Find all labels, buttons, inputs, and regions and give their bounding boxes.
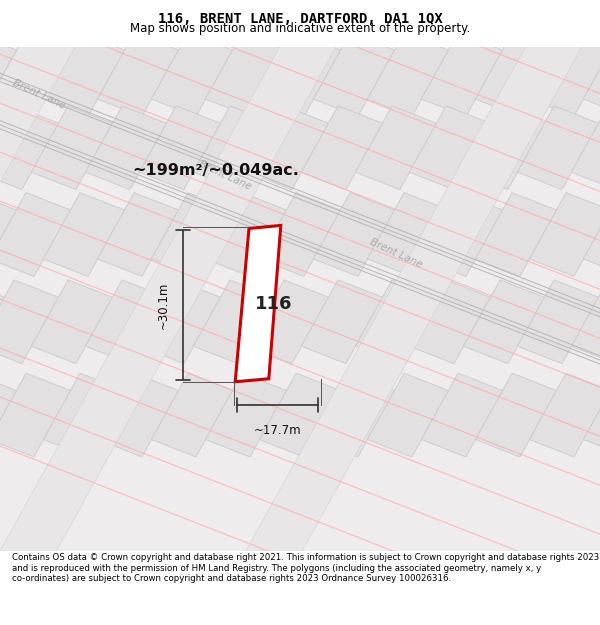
Text: ~30.1m: ~30.1m [157, 281, 170, 329]
Polygon shape [259, 192, 341, 276]
Polygon shape [0, 32, 71, 116]
Text: 116: 116 [254, 294, 292, 312]
Polygon shape [193, 106, 275, 189]
Text: Contains OS data © Crown copyright and database right 2021. This information is : Contains OS data © Crown copyright and d… [12, 554, 599, 583]
Polygon shape [571, 280, 600, 364]
Polygon shape [529, 32, 600, 116]
Polygon shape [409, 106, 491, 189]
Polygon shape [0, 192, 17, 276]
Polygon shape [31, 280, 113, 364]
Polygon shape [97, 373, 179, 457]
Polygon shape [0, 373, 17, 457]
Polygon shape [571, 106, 600, 189]
Polygon shape [583, 192, 600, 276]
Polygon shape [85, 280, 167, 364]
Polygon shape [0, 0, 390, 625]
Polygon shape [43, 192, 125, 276]
Polygon shape [583, 32, 600, 116]
Polygon shape [139, 280, 221, 364]
Polygon shape [517, 280, 599, 364]
Polygon shape [54, 0, 600, 625]
Polygon shape [0, 373, 71, 457]
Text: Map shows position and indicative extent of the property.: Map shows position and indicative extent… [130, 22, 470, 35]
Polygon shape [0, 106, 5, 189]
Polygon shape [151, 32, 233, 116]
Polygon shape [355, 106, 437, 189]
Polygon shape [421, 32, 503, 116]
Polygon shape [421, 373, 503, 457]
Polygon shape [97, 32, 179, 116]
Polygon shape [529, 192, 600, 276]
Polygon shape [421, 192, 503, 276]
Polygon shape [85, 106, 167, 189]
Polygon shape [151, 192, 233, 276]
Polygon shape [475, 32, 557, 116]
Polygon shape [517, 106, 599, 189]
Polygon shape [205, 192, 287, 276]
Polygon shape [0, 192, 71, 276]
Polygon shape [43, 32, 125, 116]
Polygon shape [31, 106, 113, 189]
Text: ~17.7m: ~17.7m [254, 424, 301, 437]
Polygon shape [259, 373, 341, 457]
Polygon shape [0, 280, 59, 364]
Polygon shape [259, 32, 341, 116]
Polygon shape [247, 280, 329, 364]
Text: Brent Lane: Brent Lane [197, 159, 253, 192]
Polygon shape [151, 373, 233, 457]
Polygon shape [193, 280, 275, 364]
Text: Brent Lane: Brent Lane [11, 78, 67, 111]
Text: Brent Lane: Brent Lane [368, 237, 424, 270]
Polygon shape [0, 106, 59, 189]
Polygon shape [367, 192, 449, 276]
Polygon shape [301, 106, 383, 189]
Polygon shape [463, 106, 545, 189]
Polygon shape [235, 226, 281, 382]
Polygon shape [583, 373, 600, 457]
Polygon shape [475, 192, 557, 276]
Polygon shape [355, 280, 437, 364]
Polygon shape [367, 32, 449, 116]
Polygon shape [205, 32, 287, 116]
Polygon shape [0, 32, 17, 116]
Polygon shape [313, 373, 395, 457]
Polygon shape [97, 192, 179, 276]
Polygon shape [463, 280, 545, 364]
Polygon shape [0, 280, 5, 364]
Text: 116, BRENT LANE, DARTFORD, DA1 1QX: 116, BRENT LANE, DARTFORD, DA1 1QX [158, 12, 442, 26]
Polygon shape [301, 280, 383, 364]
Polygon shape [139, 106, 221, 189]
Polygon shape [367, 373, 449, 457]
Polygon shape [409, 280, 491, 364]
Polygon shape [205, 373, 287, 457]
Polygon shape [313, 32, 395, 116]
Text: ~199m²/~0.049ac.: ~199m²/~0.049ac. [132, 163, 299, 178]
Polygon shape [475, 373, 557, 457]
Polygon shape [529, 373, 600, 457]
Polygon shape [247, 106, 329, 189]
Polygon shape [313, 192, 395, 276]
Polygon shape [43, 373, 125, 457]
